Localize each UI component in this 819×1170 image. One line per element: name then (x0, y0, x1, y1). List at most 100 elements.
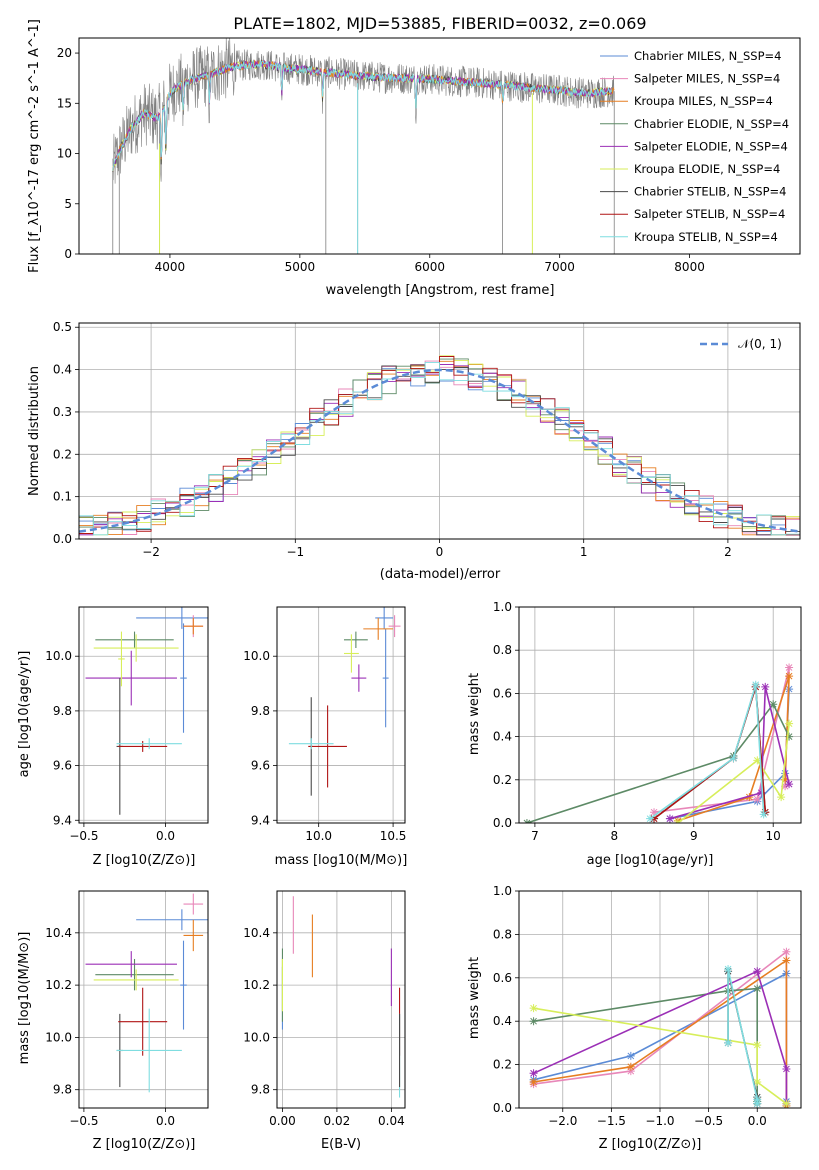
mass-weight-line (669, 686, 790, 820)
star-marker (724, 1038, 733, 1047)
y-tick-label: 10.0 (45, 1030, 72, 1044)
plot-area (519, 891, 801, 1108)
massZ-xlabel: Z [log10(Z/Z⊙)] (93, 1137, 196, 1152)
massE-xlabel: E(B-V) (321, 1137, 361, 1152)
star-marker (782, 956, 791, 965)
star-marker (753, 756, 762, 765)
axes-frame (518, 606, 802, 824)
legend-entry: Kroupa MILES, N_SSP=4 (634, 94, 773, 108)
y-tick-label: 0.2 (493, 773, 512, 787)
x-tick-label: 1 (580, 545, 588, 559)
mwZ-xlabel: Z [log10(Z/Z⊙)] (599, 1137, 702, 1152)
x-tick-label: 5000 (285, 260, 316, 274)
y-tick-label: 10.2 (45, 978, 72, 992)
legend-entry: Chabrier MILES, N_SSP=4 (634, 49, 781, 63)
star-marker (650, 808, 659, 817)
x-tick-label: −2 (142, 545, 160, 559)
star-marker (782, 947, 791, 956)
y-tick-label: 0.2 (53, 447, 72, 461)
star-marker (529, 1077, 538, 1086)
normal-curve (79, 368, 800, 533)
y-tick-label: 0.0 (493, 816, 512, 830)
y-tick-label: 0.8 (493, 927, 512, 941)
y-tick-label: 20 (57, 46, 72, 60)
mwZ-ylabel: mass weight (467, 957, 482, 1039)
y-tick-label: 0.3 (53, 405, 72, 419)
x-tick-label: −1.5 (597, 1114, 626, 1128)
y-tick-label: 9.8 (251, 1083, 270, 1097)
y-tick-label: 10.0 (45, 649, 72, 663)
axes-frame (78, 322, 801, 540)
mass-weight-line (526, 702, 790, 823)
axes-frame (518, 890, 802, 1109)
star-marker (751, 680, 760, 689)
mass-weight-line (677, 723, 790, 823)
plot-area (277, 607, 405, 823)
spectrum-xlabel: wavelength [Angstrom, rest frame] (326, 283, 555, 298)
mass-weight-line (533, 958, 788, 1106)
y-tick-label: 1.0 (493, 884, 512, 898)
x-tick-label: 2 (724, 545, 732, 559)
star-marker (785, 732, 794, 741)
star-marker (626, 1067, 635, 1076)
mass-weight-vs-Z-panel: Z [log10(Z/Z⊙)] mass weight −2.0 −1.5 −1.0… (467, 884, 802, 1152)
star-marker (729, 754, 738, 763)
legend-entry: Salpeter ELODIE, N_SSP=4 (634, 139, 788, 153)
x-tick-label: −1 (286, 545, 304, 559)
star-marker (757, 788, 766, 797)
y-tick-label: 10.0 (243, 649, 270, 663)
plot-area (79, 607, 208, 823)
axes-frame (78, 606, 209, 824)
y-tick-label: 5 (64, 197, 72, 211)
star-marker (753, 1077, 762, 1086)
star-marker (785, 663, 794, 672)
star-marker (785, 780, 794, 789)
star-marker (753, 967, 762, 976)
ageZ-xlabel: Z [log10(Z/Z⊙)] (93, 853, 196, 868)
model-spectrum-line (112, 60, 612, 168)
mass-weight-line (649, 684, 765, 820)
y-tick-label: 10.4 (45, 926, 72, 940)
y-tick-label: 0.5 (53, 320, 72, 334)
legend-entry: 𝒩(0, 1) (738, 337, 782, 351)
spectrum-panel: PLATE=1802, MJD=53885, FIBERID=0032, z=0… (27, 14, 801, 298)
mass-weight-line (677, 675, 790, 822)
x-tick-label: 8000 (674, 260, 705, 274)
plot-area (277, 891, 405, 1108)
x-tick-label: −0.5 (69, 829, 98, 843)
residual-histogram (79, 362, 800, 539)
x-tick-label: 10.0 (305, 829, 332, 843)
mass-weight-line (533, 1007, 787, 1105)
x-tick-label: 0.0 (748, 1114, 767, 1128)
star-marker (753, 1041, 762, 1050)
star-marker (529, 1069, 538, 1078)
star-marker (761, 682, 770, 691)
y-tick-label: 0.8 (493, 643, 512, 657)
x-tick-label: 10.5 (380, 829, 407, 843)
star-marker (626, 1062, 635, 1071)
star-marker (781, 782, 790, 791)
star-marker (785, 672, 794, 681)
x-tick-label: 7000 (544, 260, 575, 274)
star-marker (782, 1064, 791, 1073)
ageM-xlabel: mass [log10(M/M⊙)] (275, 853, 408, 868)
y-tick-label: 0.1 (53, 490, 72, 504)
star-marker (626, 1051, 635, 1060)
x-tick-label: 7 (531, 829, 539, 843)
y-tick-label: 10.4 (243, 926, 270, 940)
y-tick-label: 10 (57, 147, 72, 161)
y-tick-label: 10.0 (243, 1030, 270, 1044)
y-tick-label: 9.6 (53, 759, 72, 773)
star-marker (753, 1099, 762, 1108)
y-tick-label: 0.6 (493, 971, 512, 985)
star-marker (782, 1099, 791, 1108)
y-tick-label: 0.2 (493, 1058, 512, 1072)
legend-entry: Kroupa STELIB, N_SSP=4 (634, 230, 778, 244)
model-spectrum-line (112, 59, 613, 171)
star-marker (777, 793, 786, 802)
legend-entry: Kroupa ELODIE, N_SSP=4 (634, 162, 780, 176)
axes-frame (276, 606, 406, 824)
legend-entry: Salpeter MILES, N_SSP=4 (634, 72, 780, 86)
y-tick-label: 9.6 (251, 759, 270, 773)
y-tick-label: 0.0 (493, 1101, 512, 1115)
